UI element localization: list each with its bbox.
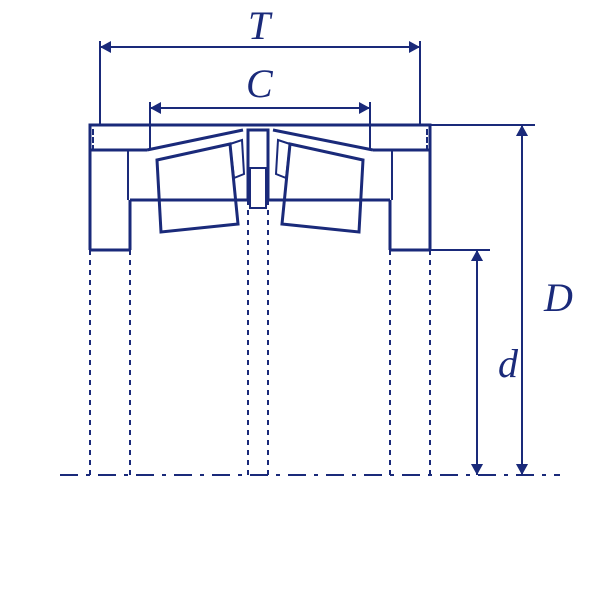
- bearing-diagram: [0, 0, 600, 600]
- label-d: d: [498, 344, 518, 384]
- label-D: D: [544, 278, 573, 318]
- label-T: T: [248, 6, 270, 46]
- label-C: C: [246, 64, 273, 104]
